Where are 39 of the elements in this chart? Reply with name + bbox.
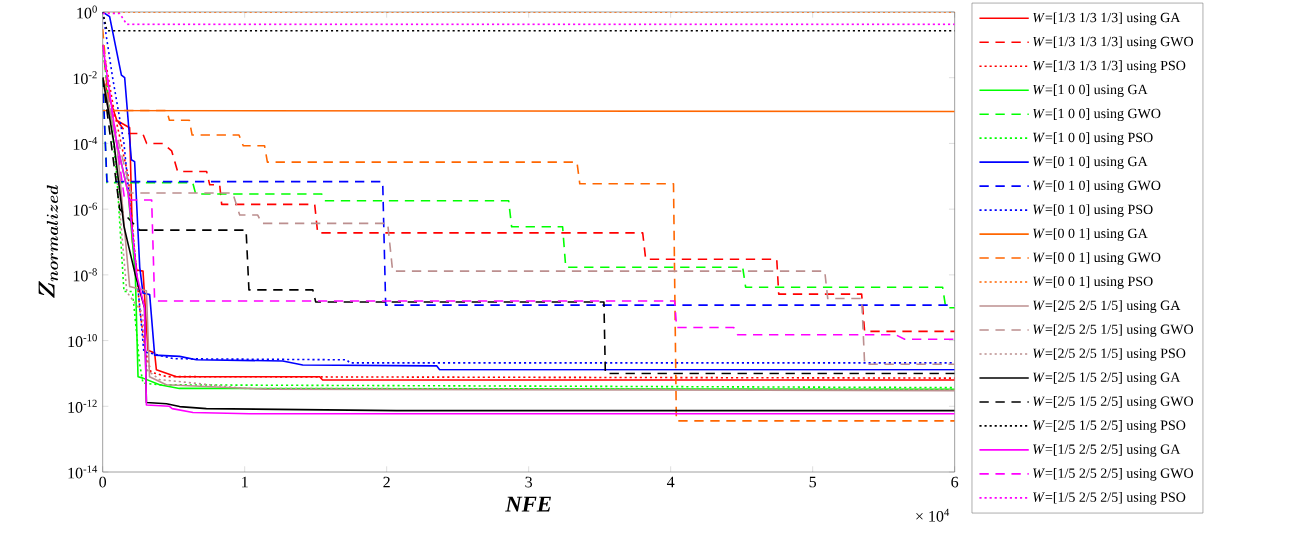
y-tick-label: 10$^{-4}$ (73, 136, 98, 150)
legend-label: W=[2/5 2/5 1/5] using PSO (1033, 348, 1186, 361)
y-tick-label: 10$^{-6}$ (73, 202, 97, 216)
y-tick-label: 10$^{-14}$ (68, 465, 98, 479)
legend-label: W=[2/5 2/5 1/5] using GWO (1033, 324, 1194, 337)
legend-label: W=[1/3 1/3 1/3] using PSO (1033, 60, 1186, 74)
y-axis-title: $Z_{normalized}$ (38, 185, 59, 299)
legend-label: W=[1/5 2/5 2/5] using PSO (1033, 492, 1186, 505)
x-tick-label: 5 (809, 476, 817, 488)
legend-label: W=[2/5 1/5 2/5] using GA (1033, 372, 1181, 385)
x-tick-label: 0 (99, 476, 107, 488)
legend-label: W=[0 1 0] using GA (1033, 156, 1148, 170)
legend-label: W=[2/5 2/5 1/5] using GA (1033, 300, 1181, 313)
legend-label: W=[0 0 1] using GA (1033, 228, 1148, 241)
x-tick-label: 4 (666, 476, 675, 488)
y-tick-label: 10$^{-8}$ (73, 268, 97, 282)
legend-label: W=[1 0 0] using PSO (1033, 132, 1153, 146)
legend-label: W=[0 0 1] using PSO (1033, 276, 1153, 289)
y-tick-label: 10$^{-10}$ (68, 334, 97, 348)
legend-label: W=[1/3 1/3 1/3] using GA (1033, 12, 1181, 26)
y-tick-label: 10$^{-12}$ (68, 399, 97, 413)
x-axis-title: NFE (505, 496, 551, 512)
legend-label: W=[0 0 1] using GWO (1033, 252, 1161, 265)
legend-label: W=[1/5 2/5 2/5] using GWO (1033, 468, 1194, 481)
text: × 10$^{4}$ (916, 508, 950, 522)
legend-label: W=[1/3 1/3 1/3] using GWO (1033, 36, 1194, 50)
legend-label: W=[2/5 1/5 2/5] using PSO (1033, 420, 1186, 433)
legend-label: W=[1 0 0] using GWO (1033, 108, 1161, 122)
x-tick-label: 6 (951, 476, 959, 488)
legend-label: W=[1 0 0] using GA (1033, 84, 1148, 98)
x-tick-label: 3 (525, 476, 533, 488)
legend-label: W=[2/5 1/5 2/5] using GWO (1033, 396, 1194, 409)
x-tick-label: 2 (383, 476, 390, 488)
x-tick-label: 1 (242, 476, 248, 488)
legend-label: W=[0 1 0] using GWO (1033, 180, 1161, 193)
y-tick-label: 10$^{0}$ (77, 5, 97, 19)
y-tick-label: 10$^{-2}$ (73, 71, 97, 85)
legend-label: W=[0 1 0] using PSO (1033, 204, 1153, 217)
legend-label: W=[1/5 2/5 2/5] using GA (1033, 444, 1181, 457)
